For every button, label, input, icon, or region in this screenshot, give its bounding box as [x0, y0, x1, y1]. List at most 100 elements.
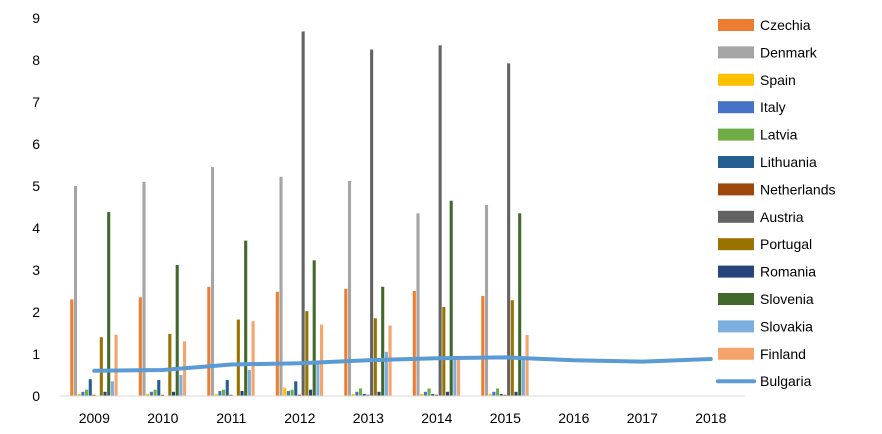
bar — [492, 391, 496, 396]
bar — [499, 393, 503, 396]
bar — [308, 389, 313, 396]
bar — [370, 49, 374, 396]
x-tick-label: 2011 — [216, 410, 246, 426]
bar — [525, 335, 529, 396]
bar — [92, 394, 96, 396]
bar — [275, 291, 279, 396]
legend-label: Slovenia — [760, 291, 814, 307]
bar — [179, 375, 183, 396]
bar — [297, 394, 301, 396]
x-tick-label: 2017 — [627, 410, 658, 426]
bar — [85, 389, 89, 396]
bar — [225, 380, 229, 396]
bar — [449, 200, 453, 396]
bars — [70, 31, 529, 397]
legend-swatch — [718, 238, 754, 251]
bar — [114, 334, 118, 396]
legend-swatch — [718, 101, 754, 114]
bar — [70, 299, 74, 396]
bar — [99, 337, 103, 396]
x-tick-label: 2014 — [421, 410, 452, 426]
bar — [496, 388, 500, 396]
bar — [294, 381, 298, 396]
x-tick-label: 2015 — [490, 410, 521, 426]
bar — [316, 362, 320, 396]
legend-swatch — [718, 265, 754, 278]
bar — [503, 394, 507, 396]
y-tick-label: 6 — [32, 136, 40, 152]
bar — [88, 379, 92, 396]
bar — [160, 394, 164, 396]
bar — [431, 393, 435, 396]
bar — [351, 393, 355, 396]
legend-label: Romania — [760, 264, 816, 280]
legend-swatch — [718, 128, 754, 141]
legend-label: Portugal — [760, 236, 812, 252]
x-tick-label: 2009 — [79, 410, 110, 426]
y-tick-label: 2 — [32, 304, 40, 320]
legend-swatch — [718, 183, 754, 196]
legend-swatch — [718, 46, 754, 59]
bar — [457, 356, 461, 396]
x-tick-label: 2012 — [284, 410, 315, 426]
bar — [146, 393, 150, 396]
y-tick-label: 8 — [32, 52, 40, 68]
bar — [481, 296, 485, 396]
bar — [240, 390, 244, 396]
bar — [279, 176, 283, 396]
y-tick-label: 7 — [32, 94, 40, 110]
series-line — [92, 355, 713, 373]
bar — [157, 380, 161, 396]
bar — [420, 393, 424, 396]
legend-label: Slovakia — [760, 318, 813, 334]
bar — [438, 45, 442, 397]
line-series — [92, 355, 713, 373]
bar — [507, 63, 511, 397]
bar — [107, 212, 111, 396]
legend-swatch — [718, 156, 754, 168]
x-tick-label: 2010 — [147, 410, 178, 426]
bar — [384, 351, 388, 396]
bar — [218, 390, 222, 396]
y-axis-ticks: 0 1 2 3 4 5 6 7 8 9 — [32, 10, 40, 404]
legend-label: Denmark — [760, 44, 818, 60]
legend-label: Spain — [760, 72, 796, 88]
y-tick-label: 1 — [32, 346, 40, 362]
legend-swatch — [718, 347, 754, 360]
bar — [149, 391, 153, 396]
x-tick-label: 2013 — [353, 410, 384, 426]
legend-swatch — [718, 19, 754, 31]
bar — [81, 391, 85, 396]
bar — [247, 369, 251, 396]
bar — [290, 389, 294, 396]
x-axis-ticks: 2009 2010 2011 2012 2013 2014 2015 2016 2017 2018 — [79, 410, 727, 426]
legend-swatch — [718, 210, 754, 223]
bar — [381, 286, 385, 396]
legend: Czechia Denmark Spain Italy Latvia Lithuania N… — [716, 17, 836, 389]
legend-swatch — [718, 293, 754, 305]
bar — [362, 393, 366, 396]
legend-label: Bulgaria — [760, 373, 812, 389]
bar — [301, 31, 305, 396]
y-tick-label: 3 — [32, 262, 40, 278]
y-tick-label: 4 — [32, 220, 40, 236]
bar — [347, 180, 352, 396]
bar — [312, 260, 316, 396]
bar — [222, 389, 226, 396]
bar — [427, 388, 431, 396]
legend-label: Finland — [760, 346, 806, 362]
bar — [377, 391, 381, 396]
legend-swatch — [718, 73, 754, 86]
legend-label: Lithuania — [760, 154, 817, 170]
legend-label: Czechia — [760, 17, 811, 33]
y-tick-label: 9 — [32, 10, 40, 26]
bar — [484, 204, 489, 396]
y-tick-label: 0 — [32, 388, 40, 404]
bar — [355, 391, 359, 396]
bar — [77, 393, 81, 396]
legend-swatch — [718, 320, 754, 333]
bar — [514, 391, 518, 396]
bar — [73, 186, 78, 396]
bar — [244, 240, 248, 396]
